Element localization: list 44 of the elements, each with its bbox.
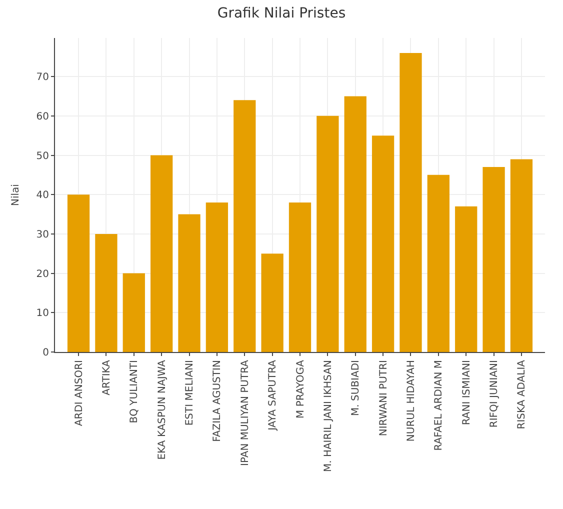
bar (206, 202, 228, 352)
bar (455, 206, 478, 352)
bar (510, 159, 533, 352)
x-tick-label: FAZILA AGUSTIN (212, 360, 224, 442)
bar (372, 136, 394, 352)
bar (288, 202, 312, 352)
x-tick-label: M. HAIRIL JANI IKHSAN (322, 360, 334, 472)
x-tick-label: M PRAYOGA (295, 360, 306, 418)
y-tick-label: 70 (36, 72, 49, 84)
x-tick-label: ARDI ANSORI (74, 360, 85, 426)
bar (178, 214, 200, 352)
y-axis-title: Nilai (10, 184, 22, 206)
y-tick-label: 30 (36, 229, 49, 240)
x-tick-label: EKA KASPUN NAJWA (156, 360, 168, 460)
y-tick-label: 10 (36, 308, 49, 320)
y-tick-label: 40 (36, 190, 49, 202)
x-tick-label: BQ YULIANTI (129, 360, 140, 424)
x-tick-label: RANI ISMIANI (461, 360, 472, 426)
y-tick-label: 20 (36, 268, 49, 280)
x-tick-label: ARTIKA (101, 360, 112, 396)
x-tick-label: RISKA ADALIA (516, 360, 528, 430)
x-tick-label: NIRWANI PUTRI (378, 360, 390, 436)
bar (234, 100, 256, 352)
x-tick-label: JAYA SAPUTRA (268, 360, 279, 432)
chart-title: Grafik Nilai Pristes (217, 5, 346, 22)
bar (427, 174, 450, 352)
bar (67, 194, 90, 352)
x-tick-label: RAFAEL ARDIAN M (434, 360, 445, 451)
x-tick-label: IPAN MULIYAN PUTRA (240, 360, 251, 466)
bar (150, 155, 173, 352)
bar (344, 96, 366, 352)
bar (400, 52, 422, 352)
x-tick-label: NURUL HIDAYAH (406, 360, 417, 442)
y-tick-label: 60 (36, 111, 49, 122)
bar (261, 254, 284, 352)
bar (122, 273, 145, 352)
x-tick-label: RIFQI JUNIANI (489, 360, 500, 428)
bar (482, 167, 505, 352)
y-tick-label: 50 (36, 150, 49, 162)
x-tick-label: ESTI MELIANI (184, 360, 196, 426)
x-tick-label: M. SUBIADI (350, 360, 362, 416)
bar (95, 234, 118, 352)
y-tick-label: 0 (42, 348, 49, 358)
bar (316, 116, 339, 352)
